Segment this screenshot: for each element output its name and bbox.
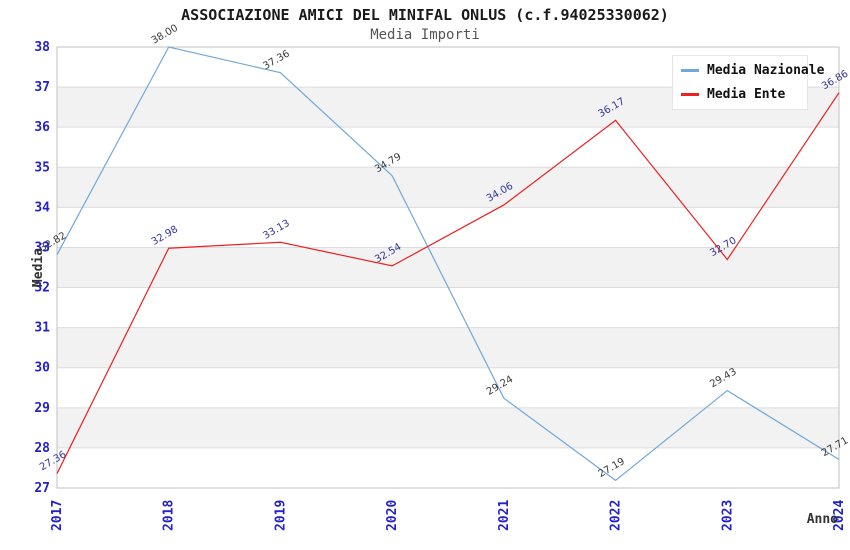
y-tick-label: 33 <box>34 240 50 255</box>
x-tick-label: 2017 <box>50 500 65 531</box>
y-tick-label: 32 <box>34 281 50 296</box>
legend-swatch-media-ente <box>681 93 699 96</box>
chart-subtitle: Media Importi <box>370 27 480 43</box>
y-tick-label: 31 <box>34 321 50 336</box>
legend-swatch-media-nazionale <box>681 69 699 72</box>
y-tick-label: 27 <box>34 481 50 496</box>
data-label-media-nazionale: 37.36 <box>261 48 291 72</box>
plot-band <box>57 167 839 208</box>
x-tick-label: 2018 <box>162 500 177 531</box>
y-tick-label: 29 <box>34 401 50 416</box>
plot-border <box>56 46 840 489</box>
data-label-media-ente: 32.98 <box>150 224 180 248</box>
chart-title: ASSOCIAZIONE AMICI DEL MINIFAL ONLUS (c.… <box>181 6 669 24</box>
plot-band <box>57 407 839 448</box>
legend-item-media-nazionale: Media Nazionale <box>681 63 824 78</box>
x-tick-label: 2024 <box>832 500 847 531</box>
plot-band <box>57 327 839 368</box>
x-tick-label: 2020 <box>385 500 400 531</box>
plot-band <box>57 247 839 288</box>
legend-label-media-ente: Media Ente <box>707 87 786 102</box>
y-tick-label: 37 <box>34 80 50 95</box>
y-tick-label: 38 <box>34 40 50 55</box>
data-label-media-nazionale: 29.24 <box>485 374 515 398</box>
y-tick-label: 30 <box>34 361 50 376</box>
y-axis-title: Media <box>31 248 46 287</box>
legend-label-media-nazionale: Media Nazionale <box>707 63 825 78</box>
y-tick-label: 35 <box>34 160 50 175</box>
x-tick-label: 2022 <box>609 500 624 531</box>
y-tick-label: 34 <box>34 200 50 215</box>
data-label-media-nazionale: 27.19 <box>597 456 627 480</box>
y-tick-label: 36 <box>34 120 50 135</box>
x-tick-label: 2021 <box>497 500 512 531</box>
series-line-media-ente <box>56 92 840 474</box>
data-label-media-nazionale: 29.43 <box>708 366 738 390</box>
x-tick-label: 2019 <box>273 500 288 531</box>
data-label-media-ente: 33.13 <box>261 218 291 242</box>
legend-item-media-ente: Media Ente <box>681 87 807 102</box>
series-line-media-nazionale <box>56 46 840 482</box>
legend: Media Nazionale Media Ente <box>672 55 824 110</box>
x-axis-title: Anno <box>807 512 838 527</box>
x-tick-label: 2023 <box>720 500 735 531</box>
y-tick-label: 28 <box>34 441 50 456</box>
data-label-media-nazionale: 38.00 <box>150 23 180 47</box>
